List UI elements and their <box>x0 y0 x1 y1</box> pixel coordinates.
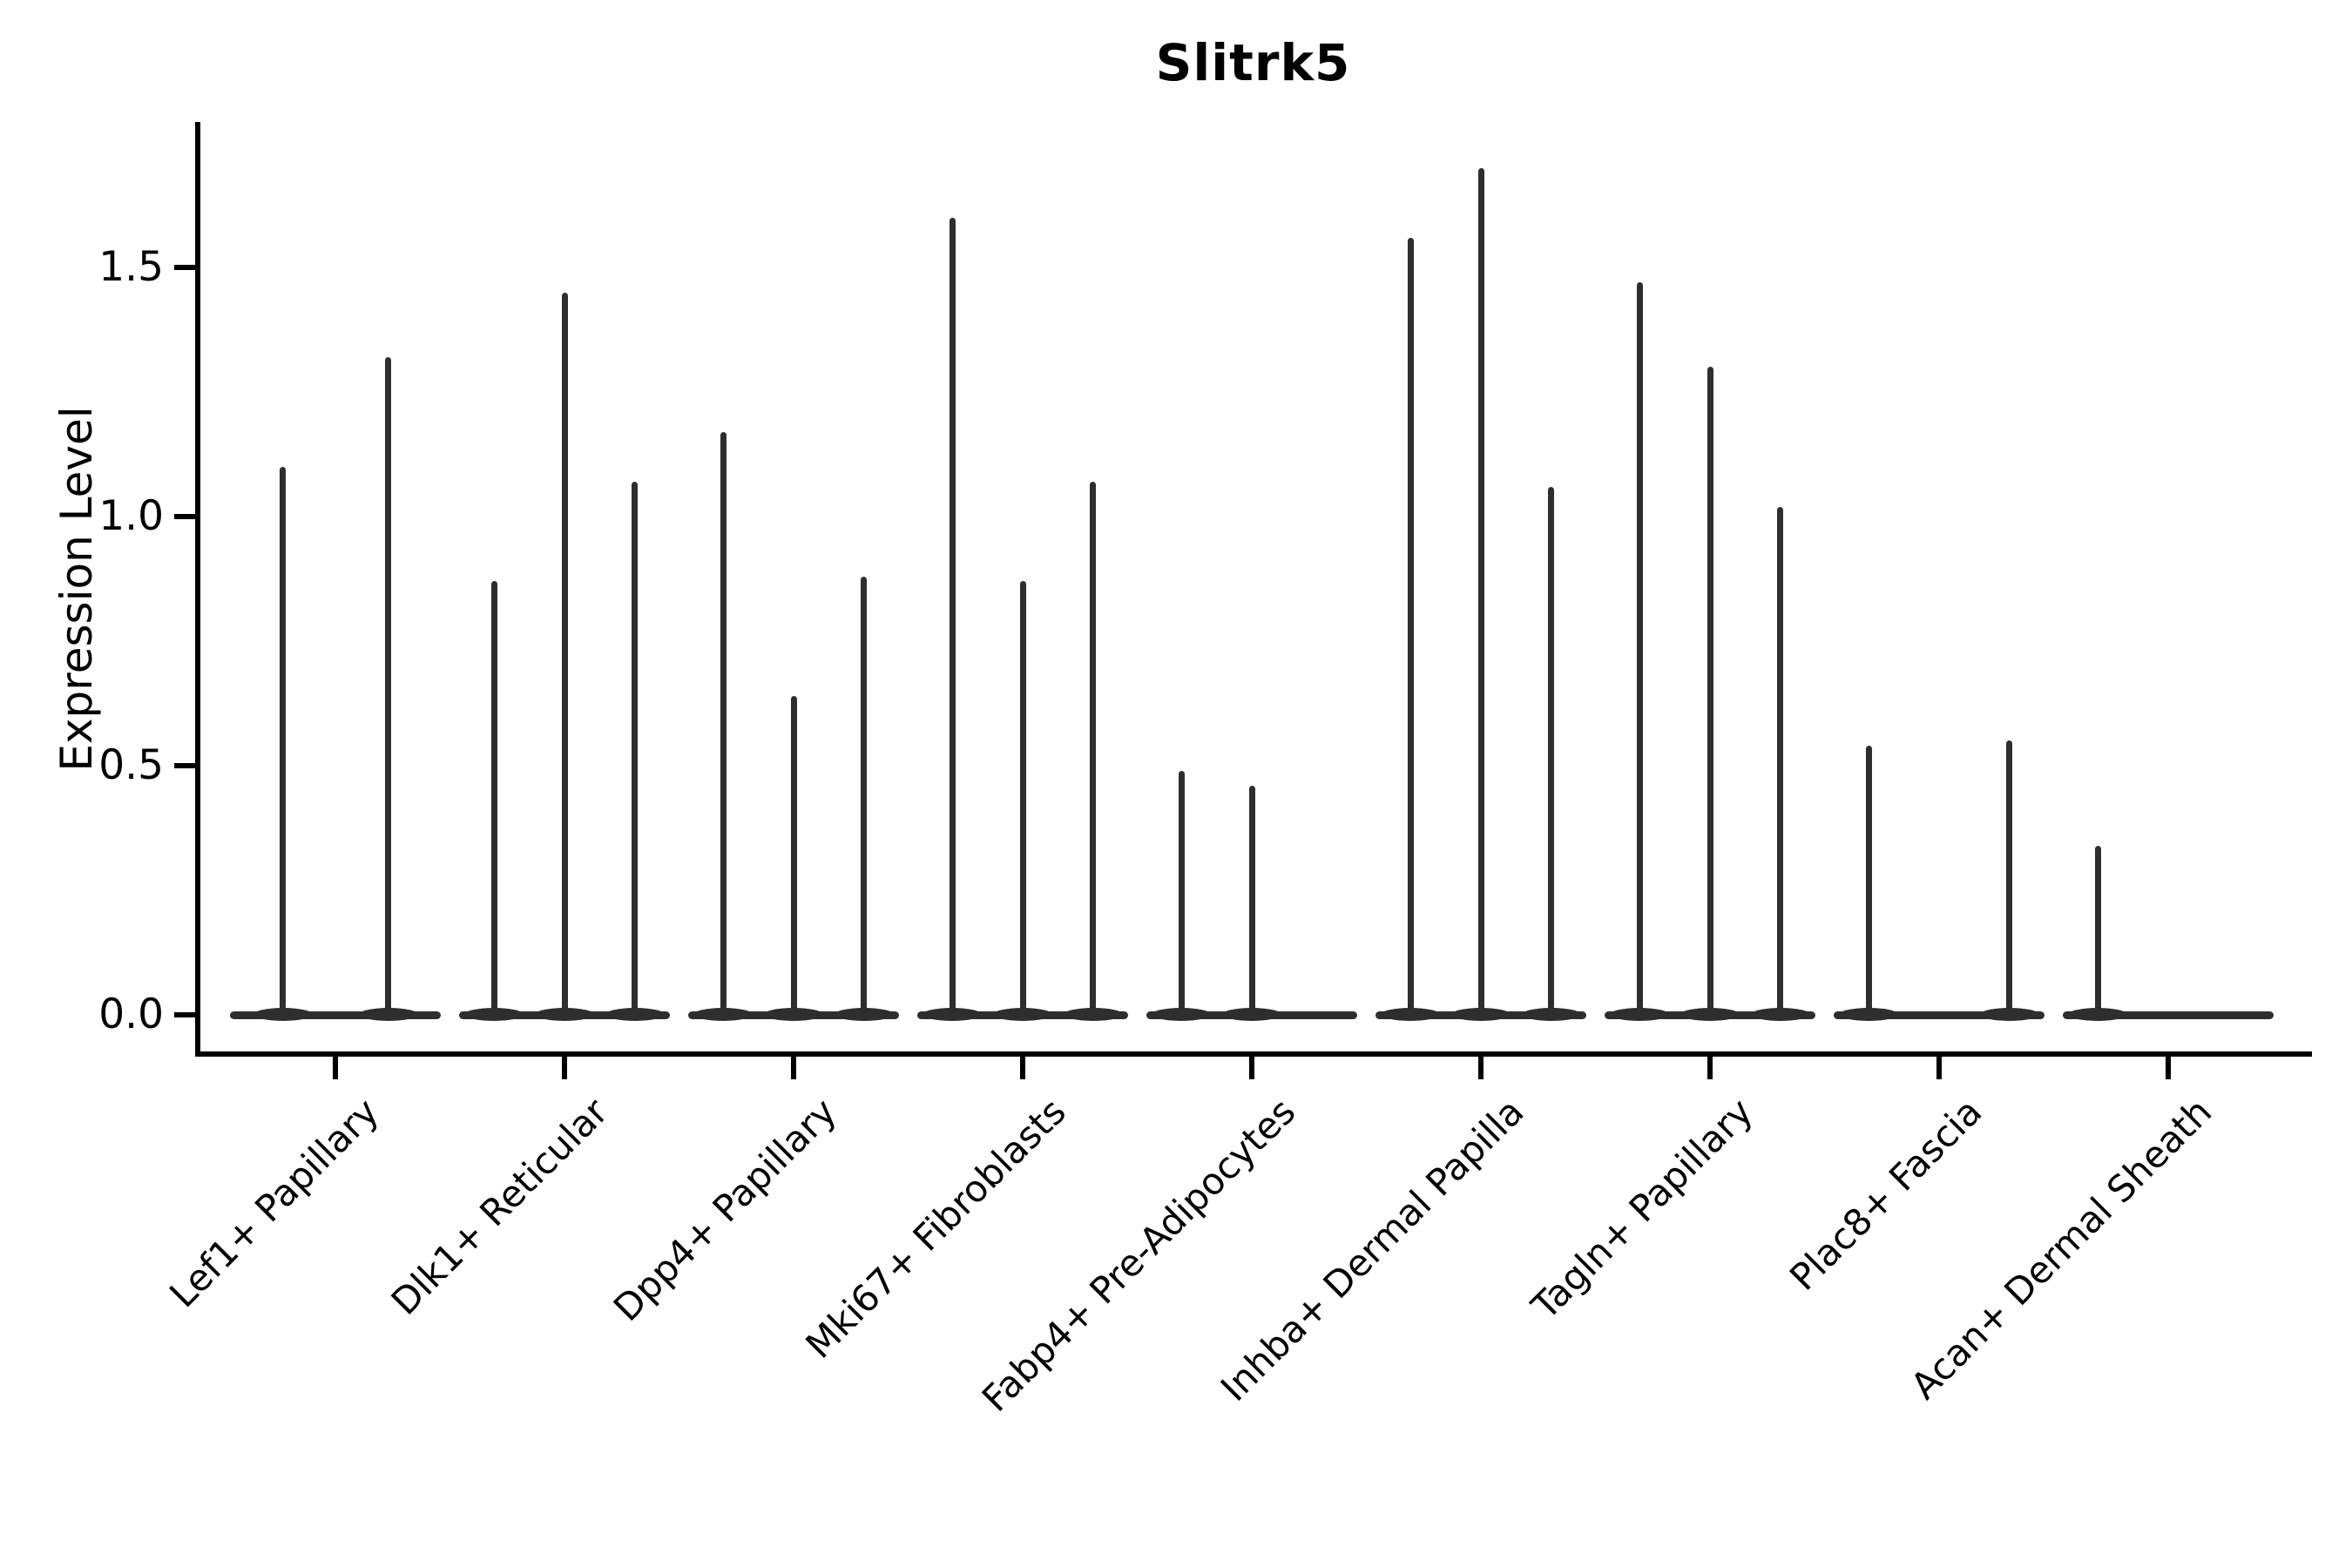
x-axis-tick <box>1707 1057 1713 1079</box>
x-tick-label: Dlk1+ Reticular <box>382 1090 616 1323</box>
x-tick-label: Lef1+ Papillary <box>160 1090 387 1316</box>
violin-spike <box>1407 237 1414 1017</box>
x-axis-tick <box>2166 1057 2171 1079</box>
violin-base <box>230 1010 441 1019</box>
y-axis-tick <box>174 265 195 270</box>
x-axis-spine <box>195 1051 2312 1057</box>
y-tick-label: 0.0 <box>98 990 164 1038</box>
violin-spike <box>1777 506 1784 1017</box>
y-axis-tick <box>174 514 195 519</box>
violin-spike <box>1178 770 1185 1017</box>
y-tick-label: 1.5 <box>98 243 164 291</box>
violin-base <box>1834 1010 2044 1019</box>
violin-spike <box>1477 167 1484 1017</box>
x-axis-tick <box>1478 1057 1484 1079</box>
x-tick-label: Plac8+ Fascia <box>1781 1090 1990 1299</box>
chart-title: Slitrk5 <box>1155 33 1351 92</box>
violin-spike <box>490 581 497 1017</box>
x-axis-tick <box>791 1057 796 1079</box>
violin-spike <box>1548 486 1555 1017</box>
violin-spike <box>1865 746 1872 1017</box>
violin-spike <box>949 217 956 1017</box>
y-axis-tick <box>174 1012 195 1017</box>
y-axis-tick <box>174 763 195 768</box>
violin-spike <box>720 431 727 1017</box>
violin-spike <box>861 576 868 1017</box>
y-tick-label: 0.5 <box>98 741 164 789</box>
x-axis-tick <box>1249 1057 1254 1079</box>
violin-spike <box>280 466 286 1017</box>
y-tick-label: 1.0 <box>98 492 164 540</box>
violin-spike <box>561 292 568 1017</box>
x-tick-label: Mki67+ Fibroblasts <box>797 1090 1074 1367</box>
violin-spike <box>632 481 639 1017</box>
x-axis-tick <box>333 1057 338 1079</box>
violin-spike <box>1636 282 1643 1017</box>
violin-spike <box>1248 785 1255 1017</box>
violin-spike <box>1019 581 1026 1017</box>
violin-spike <box>385 356 391 1017</box>
violin-spike <box>2006 740 2013 1017</box>
x-tick-label: Tagln+ Papillary <box>1524 1090 1761 1328</box>
violin-spike <box>2094 845 2101 1017</box>
y-axis-spine <box>195 122 200 1057</box>
x-axis-tick <box>1020 1057 1025 1079</box>
x-axis-tick <box>1936 1057 1942 1079</box>
violin-spike <box>1707 367 1713 1017</box>
y-axis-label: Expression Level <box>51 406 102 772</box>
x-tick-label: Dpp4+ Papillary <box>605 1090 845 1330</box>
x-axis-tick <box>562 1057 567 1079</box>
violin-spike <box>790 695 797 1017</box>
violin-base <box>2063 1010 2274 1019</box>
violin-spike <box>1090 481 1097 1017</box>
